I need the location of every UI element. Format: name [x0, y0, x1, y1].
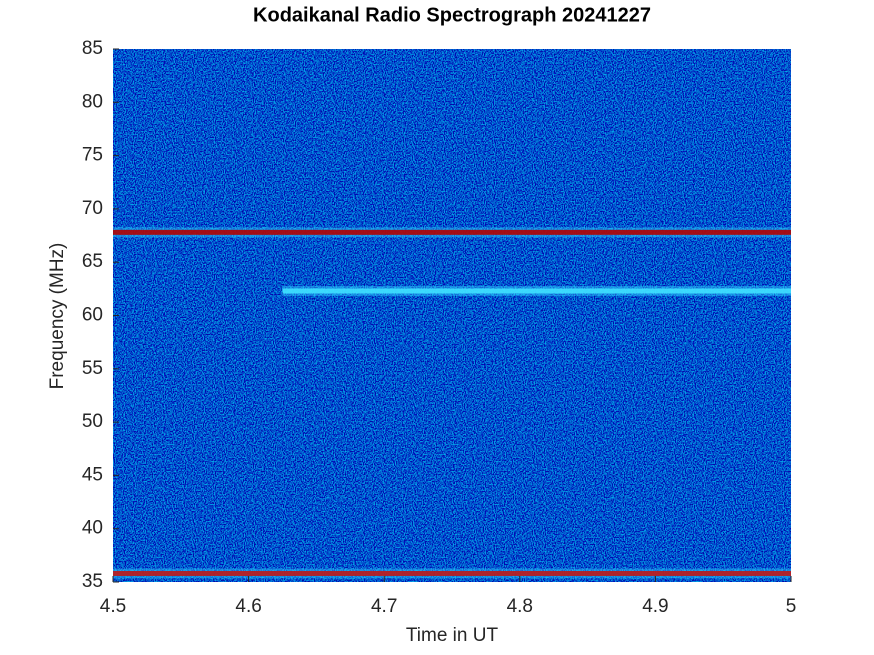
x-tick-label: 4.7 [371, 596, 397, 617]
x-tick-label: 4.8 [507, 596, 533, 617]
y-tick-label: 80 [82, 91, 103, 112]
x-axis-label: Time in UT [406, 625, 499, 646]
y-tick-label: 35 [82, 571, 103, 592]
signal-band [282, 288, 791, 294]
x-tick-label: 4.9 [642, 596, 668, 617]
y-axis-label: Frequency (MHz) [47, 243, 68, 390]
x-tick-label: 4.5 [100, 596, 126, 617]
spectrogram-noise [113, 49, 791, 582]
y-tick-label: 60 [82, 305, 103, 326]
x-tick-label: 5 [786, 596, 797, 617]
y-tick-label: 45 [82, 464, 103, 485]
chart-title: Kodaikanal Radio Spectrograph 20241227 [253, 4, 651, 26]
signal-band [113, 229, 791, 235]
plot-area [113, 49, 791, 582]
y-tick-label: 50 [82, 411, 103, 432]
y-tick-label: 70 [82, 198, 103, 219]
signal-band [113, 570, 791, 576]
y-tick-label: 65 [82, 251, 103, 272]
x-tick-label: 4.6 [235, 596, 261, 617]
y-tick-label: 75 [82, 145, 103, 166]
y-tick-label: 40 [82, 518, 103, 539]
y-tick-label: 85 [82, 38, 103, 59]
y-tick-label: 55 [82, 358, 103, 379]
